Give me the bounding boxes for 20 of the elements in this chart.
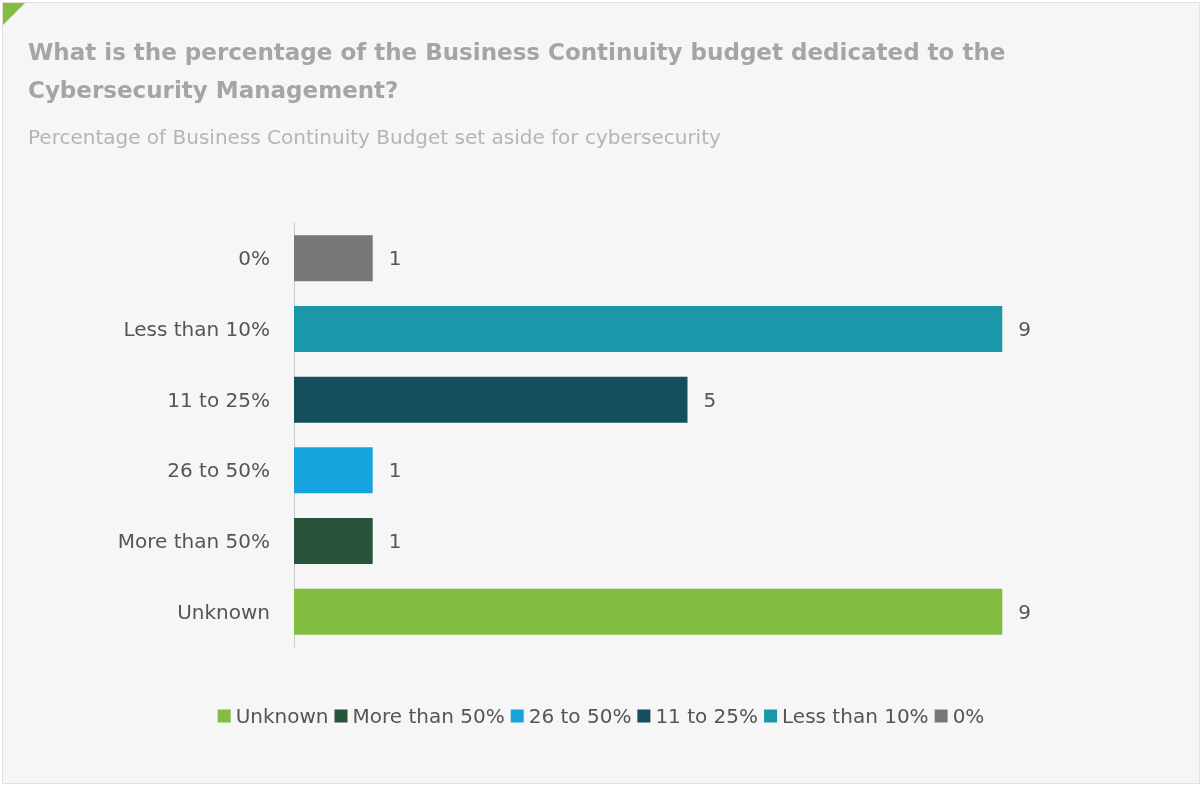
- chart-subtitle: Percentage of Business Continuity Budget set aside for cybersecurity: [28, 125, 721, 149]
- data-label: 9: [1018, 317, 1032, 341]
- data-label: 9: [1018, 599, 1032, 624]
- legend-label: More than 50%: [352, 704, 505, 728]
- data-label: 1: [388, 246, 402, 271]
- legend-label: Less than 10%: [782, 704, 929, 728]
- y-tick-label: 0%: [238, 246, 270, 271]
- legend-label: 0%: [952, 704, 985, 728]
- y-tick-label: Unknown: [177, 599, 270, 624]
- y-tick-label: 11 to 25%: [167, 387, 270, 412]
- legend-label: 26 to 50%: [528, 704, 632, 728]
- chart-title: What is the percentage of the Business Continuity budget dedicated to the Cybersecurity Management?: [28, 38, 1007, 105]
- legend-label: Unknown: [235, 704, 329, 728]
- data-label: 1: [388, 458, 402, 483]
- y-tick-label: More than 50%: [117, 529, 270, 553]
- data-label: 5: [703, 387, 717, 412]
- legend-label: 11 to 25%: [655, 704, 759, 728]
- data-label: 1: [388, 529, 402, 553]
- y-tick-label: 26 to 50%: [167, 458, 270, 483]
- y-tick-label: Less than 10%: [123, 317, 270, 341]
